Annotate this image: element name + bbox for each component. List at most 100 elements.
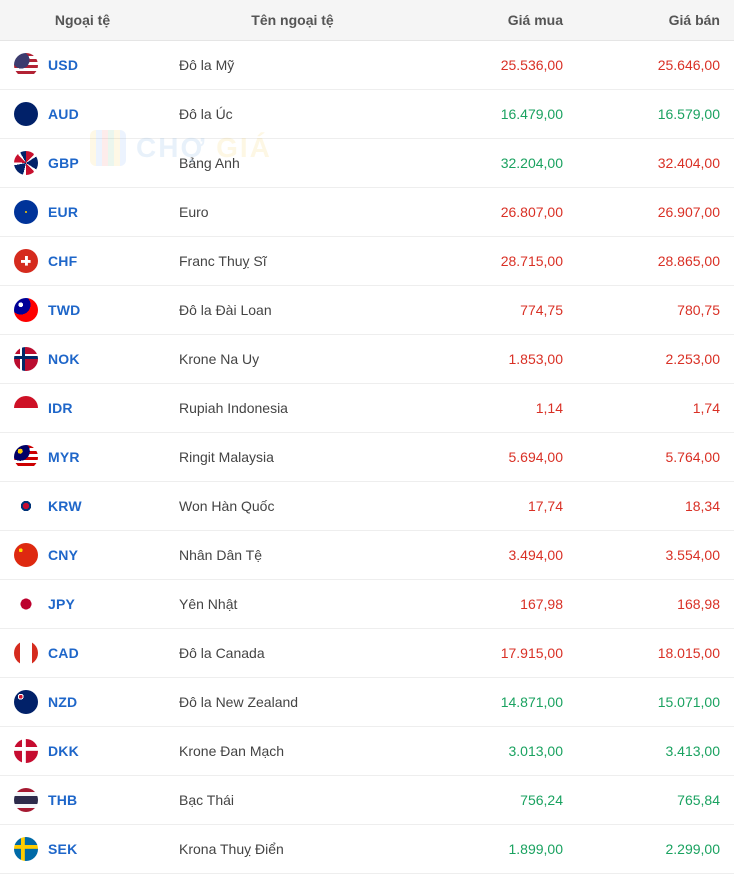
table-row[interactable]: IDRRupiah Indonesia1,141,74 (0, 384, 734, 433)
currency-code[interactable]: THB (48, 792, 77, 808)
table-row[interactable]: JPY Yên Nhật167,98168,98 (0, 580, 734, 629)
buy-price: 16.479,00 (420, 90, 577, 139)
flag-icon (14, 690, 38, 714)
table-row[interactable]: CAD Đô la Canada17.915,0018.015,00 (0, 629, 734, 678)
flag-icon (14, 298, 38, 322)
table-row[interactable]: SEK Krona Thuỵ Điển1.899,002.299,00 (0, 825, 734, 874)
currency-name: Bảng Anh (165, 139, 420, 188)
buy-price: 774,75 (420, 286, 577, 335)
flag-icon (14, 739, 38, 763)
flag-icon (14, 102, 38, 126)
currency-name: Krone Đan Mạch (165, 727, 420, 776)
currency-code[interactable]: CHF (48, 253, 77, 269)
currency-code[interactable]: NOK (48, 351, 80, 367)
table-row[interactable]: NOKKrone Na Uy1.853,002.253,00 (0, 335, 734, 384)
currency-code[interactable]: SEK (48, 841, 77, 857)
sell-price: 18.015,00 (577, 629, 734, 678)
flag-icon (14, 347, 38, 371)
table-body: USD Đô la Mỹ25.536,0025.646,00 AUD Đô la Úc… (0, 41, 734, 874)
sell-price: 26.907,00 (577, 188, 734, 237)
table-row[interactable]: USD Đô la Mỹ25.536,0025.646,00 (0, 41, 734, 90)
currency-code[interactable]: AUD (48, 106, 79, 122)
cell-code: TWD (0, 286, 165, 335)
currency-name: Ringit Malaysia (165, 433, 420, 482)
sell-price: 2.299,00 (577, 825, 734, 874)
buy-price: 3.494,00 (420, 531, 577, 580)
flag-icon (14, 53, 38, 77)
currency-code[interactable]: KRW (48, 498, 82, 514)
currency-name: Đô la Canada (165, 629, 420, 678)
currency-name: Đô la Đài Loan (165, 286, 420, 335)
currency-name: Đô la Mỹ (165, 41, 420, 90)
cell-code: IDR (0, 384, 165, 433)
sell-price: 5.764,00 (577, 433, 734, 482)
table-row[interactable]: GBP Bảng Anh32.204,0032.404,00 (0, 139, 734, 188)
buy-price: 25.536,00 (420, 41, 577, 90)
table-row[interactable]: CHFFranc Thuỵ Sĩ28.715,0028.865,00 (0, 237, 734, 286)
cell-code: KRW (0, 482, 165, 531)
currency-code[interactable]: GBP (48, 155, 79, 171)
buy-price: 17.915,00 (420, 629, 577, 678)
table-row[interactable]: EUREuro26.807,0026.907,00 (0, 188, 734, 237)
currency-code[interactable]: CNY (48, 547, 78, 563)
cell-code: THB (0, 776, 165, 825)
sell-price: 32.404,00 (577, 139, 734, 188)
header-buy: Giá mua (420, 0, 577, 41)
cell-code: USD (0, 41, 165, 90)
currency-name: Krona Thuỵ Điển (165, 825, 420, 874)
header-name: Tên ngoại tệ (165, 0, 420, 41)
currency-name: Yên Nhật (165, 580, 420, 629)
table-row[interactable]: MYRRingit Malaysia5.694,005.764,00 (0, 433, 734, 482)
flag-icon (14, 200, 38, 224)
currency-code[interactable]: NZD (48, 694, 77, 710)
currency-code[interactable]: JPY (48, 596, 75, 612)
currency-code[interactable]: USD (48, 57, 78, 73)
cell-code: AUD (0, 90, 165, 139)
currency-table: Ngoại tệ Tên ngoại tệ Giá mua Giá bán US… (0, 0, 734, 874)
cell-code: NOK (0, 335, 165, 384)
cell-code: CAD (0, 629, 165, 678)
buy-price: 3.013,00 (420, 727, 577, 776)
buy-price: 14.871,00 (420, 678, 577, 727)
currency-code[interactable]: EUR (48, 204, 78, 220)
header-sell: Giá bán (577, 0, 734, 41)
buy-price: 28.715,00 (420, 237, 577, 286)
currency-name: Đô la Úc (165, 90, 420, 139)
flag-icon (14, 151, 38, 175)
table-row[interactable]: AUDĐô la Úc16.479,0016.579,00 (0, 90, 734, 139)
currency-code[interactable]: DKK (48, 743, 79, 759)
currency-code[interactable]: CAD (48, 645, 79, 661)
currency-name: Franc Thuỵ Sĩ (165, 237, 420, 286)
currency-table-wrap: CHỢ GIÁ Ngoại tệ Tên ngoại tệ Giá mua Gi… (0, 0, 734, 874)
currency-code[interactable]: MYR (48, 449, 80, 465)
currency-name: Bạc Thái (165, 776, 420, 825)
sell-price: 780,75 (577, 286, 734, 335)
buy-price: 1.853,00 (420, 335, 577, 384)
flag-icon (14, 396, 38, 420)
currency-name: Đô la New Zealand (165, 678, 420, 727)
header-code: Ngoại tệ (0, 0, 165, 41)
buy-price: 167,98 (420, 580, 577, 629)
currency-code[interactable]: IDR (48, 400, 73, 416)
flag-icon (14, 788, 38, 812)
cell-code: MYR (0, 433, 165, 482)
cell-code: NZD (0, 678, 165, 727)
buy-price: 32.204,00 (420, 139, 577, 188)
sell-price: 1,74 (577, 384, 734, 433)
table-row[interactable]: CNYNhân Dân Tệ3.494,003.554,00 (0, 531, 734, 580)
currency-name: Euro (165, 188, 420, 237)
table-row[interactable]: THBBạc Thái756,24765,84 (0, 776, 734, 825)
sell-price: 168,98 (577, 580, 734, 629)
cell-code: CHF (0, 237, 165, 286)
currency-name: Won Hàn Quốc (165, 482, 420, 531)
sell-price: 765,84 (577, 776, 734, 825)
cell-code: DKK (0, 727, 165, 776)
table-row[interactable]: DKKKrone Đan Mạch3.013,003.413,00 (0, 727, 734, 776)
currency-name: Rupiah Indonesia (165, 384, 420, 433)
currency-code[interactable]: TWD (48, 302, 80, 318)
table-row[interactable]: TWD Đô la Đài Loan774,75780,75 (0, 286, 734, 335)
table-row[interactable]: NZDĐô la New Zealand14.871,0015.071,00 (0, 678, 734, 727)
sell-price: 25.646,00 (577, 41, 734, 90)
buy-price: 1.899,00 (420, 825, 577, 874)
table-row[interactable]: KRWWon Hàn Quốc17,7418,34 (0, 482, 734, 531)
